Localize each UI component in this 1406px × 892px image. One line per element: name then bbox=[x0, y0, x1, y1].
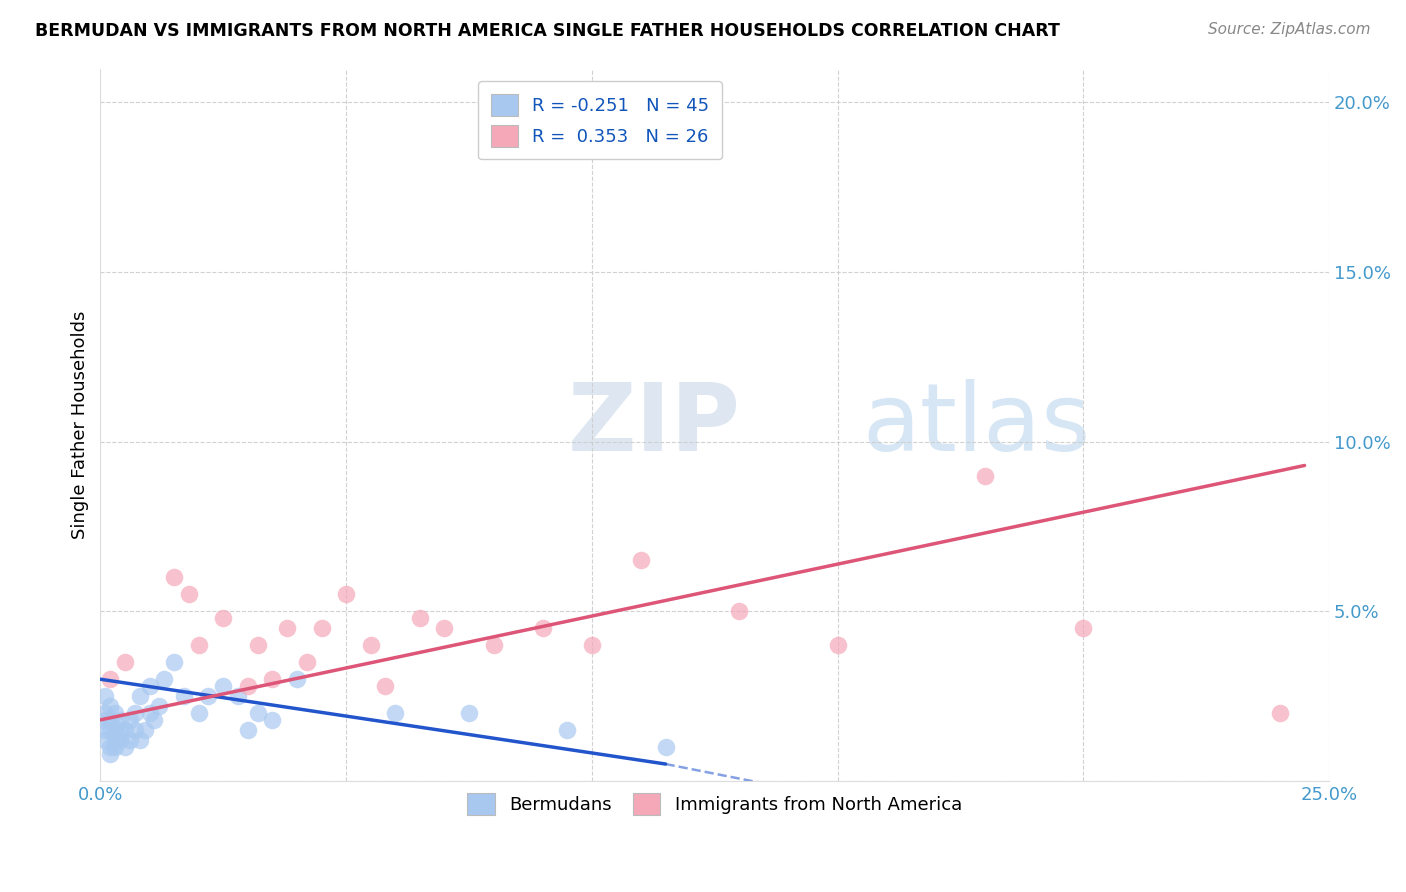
Point bbox=[98, 713, 121, 727]
Point bbox=[177, 587, 200, 601]
Y-axis label: Single Father Households: Single Father Households bbox=[72, 310, 89, 539]
Point bbox=[114, 723, 136, 738]
Point bbox=[98, 723, 121, 738]
Point bbox=[104, 740, 127, 755]
Point bbox=[98, 699, 121, 714]
Point bbox=[409, 611, 432, 625]
Point bbox=[555, 723, 578, 738]
Point bbox=[163, 655, 186, 669]
Point bbox=[143, 713, 166, 727]
Point bbox=[104, 733, 127, 747]
Point bbox=[531, 621, 554, 635]
Point bbox=[114, 740, 136, 755]
Point bbox=[262, 713, 284, 727]
Point bbox=[246, 706, 269, 720]
Point bbox=[108, 723, 131, 738]
Point bbox=[728, 604, 751, 618]
Point bbox=[482, 638, 505, 652]
Point bbox=[118, 713, 141, 727]
Point bbox=[94, 706, 117, 720]
Point bbox=[187, 638, 209, 652]
Point bbox=[94, 733, 117, 747]
Point bbox=[114, 655, 136, 669]
Legend: Bermudans, Immigrants from North America: Bermudans, Immigrants from North America bbox=[457, 781, 973, 825]
Point bbox=[384, 706, 406, 720]
Text: ZIP: ZIP bbox=[567, 379, 740, 471]
Point bbox=[98, 740, 121, 755]
Point bbox=[187, 706, 209, 720]
Point bbox=[128, 733, 150, 747]
Point bbox=[433, 621, 456, 635]
Point bbox=[94, 713, 117, 727]
Point bbox=[134, 723, 156, 738]
Point bbox=[360, 638, 382, 652]
Point bbox=[163, 570, 186, 584]
Point bbox=[311, 621, 333, 635]
Point bbox=[285, 672, 308, 686]
Point bbox=[246, 638, 269, 652]
Point bbox=[104, 723, 127, 738]
Point bbox=[374, 679, 396, 693]
Point bbox=[226, 689, 249, 703]
Point bbox=[94, 689, 117, 703]
Point bbox=[654, 740, 676, 755]
Point bbox=[98, 672, 121, 686]
Point bbox=[138, 679, 160, 693]
Text: BERMUDAN VS IMMIGRANTS FROM NORTH AMERICA SINGLE FATHER HOUSEHOLDS CORRELATION C: BERMUDAN VS IMMIGRANTS FROM NORTH AMERIC… bbox=[35, 22, 1060, 40]
Point bbox=[98, 747, 121, 761]
Point bbox=[124, 706, 146, 720]
Text: atlas: atlas bbox=[862, 379, 1091, 471]
Point bbox=[827, 638, 849, 652]
Point bbox=[276, 621, 298, 635]
Point bbox=[236, 723, 259, 738]
Point bbox=[262, 672, 284, 686]
Point bbox=[1268, 706, 1291, 720]
Point bbox=[118, 733, 141, 747]
Point bbox=[148, 699, 170, 714]
Point bbox=[173, 689, 195, 703]
Point bbox=[1073, 621, 1095, 635]
Point bbox=[104, 706, 127, 720]
Point bbox=[630, 553, 652, 567]
Point bbox=[236, 679, 259, 693]
Point bbox=[108, 713, 131, 727]
Point bbox=[197, 689, 219, 703]
Point bbox=[124, 723, 146, 738]
Point bbox=[94, 723, 117, 738]
Point bbox=[974, 468, 997, 483]
Point bbox=[458, 706, 481, 720]
Point bbox=[581, 638, 603, 652]
Point bbox=[128, 689, 150, 703]
Point bbox=[138, 706, 160, 720]
Point bbox=[295, 655, 318, 669]
Point bbox=[335, 587, 357, 601]
Point bbox=[212, 611, 235, 625]
Point bbox=[108, 733, 131, 747]
Point bbox=[212, 679, 235, 693]
Point bbox=[153, 672, 176, 686]
Text: Source: ZipAtlas.com: Source: ZipAtlas.com bbox=[1208, 22, 1371, 37]
